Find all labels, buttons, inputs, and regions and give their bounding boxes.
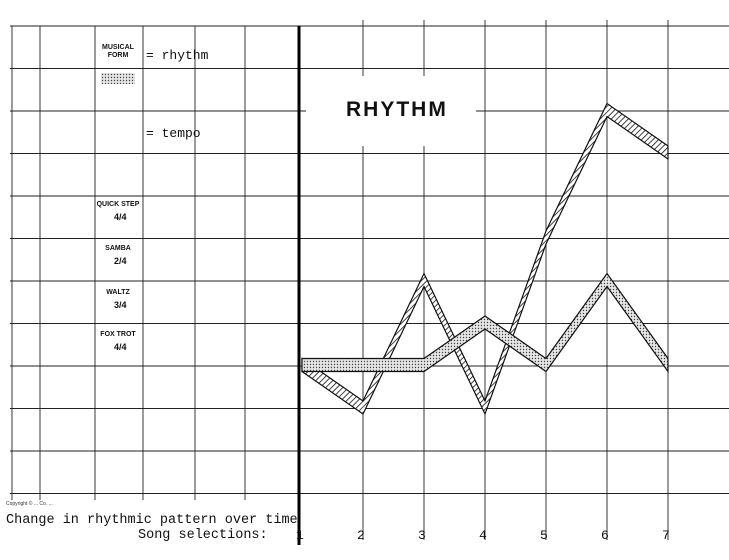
legend-rhythm-text: = rhythm	[146, 48, 209, 63]
x-tick-label: 4	[479, 528, 487, 543]
legend-musical-label: MUSICAL	[102, 44, 134, 51]
tempo-label-name: FOX TROT	[100, 331, 136, 338]
legend-form-label: FORM	[107, 52, 129, 59]
x-tick-label: 5	[540, 528, 548, 543]
x-axis-title: Song selections:	[138, 528, 268, 543]
legend-musical-form-label: MUSICAL FORM	[96, 44, 140, 60]
tempo-label-name: QUICK STEP	[96, 201, 140, 208]
x-tick-label: 3	[418, 528, 426, 543]
title-background	[306, 76, 476, 146]
series-layer	[301, 102, 669, 416]
grid	[10, 20, 729, 545]
chart-title: RHYTHM	[346, 98, 448, 121]
x-tick-label: 7	[662, 528, 670, 543]
legend-rhythm-swatch	[101, 73, 135, 84]
x-tick-label: 6	[601, 528, 609, 543]
series-tempo-band	[301, 272, 669, 374]
figure-caption: Change in rhythmic pattern over time	[6, 513, 298, 528]
tempo-label-name: SAMBA	[105, 245, 131, 252]
tempo-label-fraction: 3/4	[114, 300, 127, 310]
copyright-text: Copyright © ... Co. ...	[6, 501, 53, 507]
tempo-label-fraction: 4/4	[114, 212, 127, 222]
tempo-label-name: WALTZ	[106, 289, 130, 296]
tempo-label-fraction: 2/4	[114, 256, 127, 266]
legend-tempo-text: = tempo	[146, 126, 201, 141]
x-tick-label: 2	[357, 528, 365, 543]
tempo-label-fraction: 4/4	[114, 342, 127, 352]
x-tick-label: 1	[296, 528, 304, 543]
